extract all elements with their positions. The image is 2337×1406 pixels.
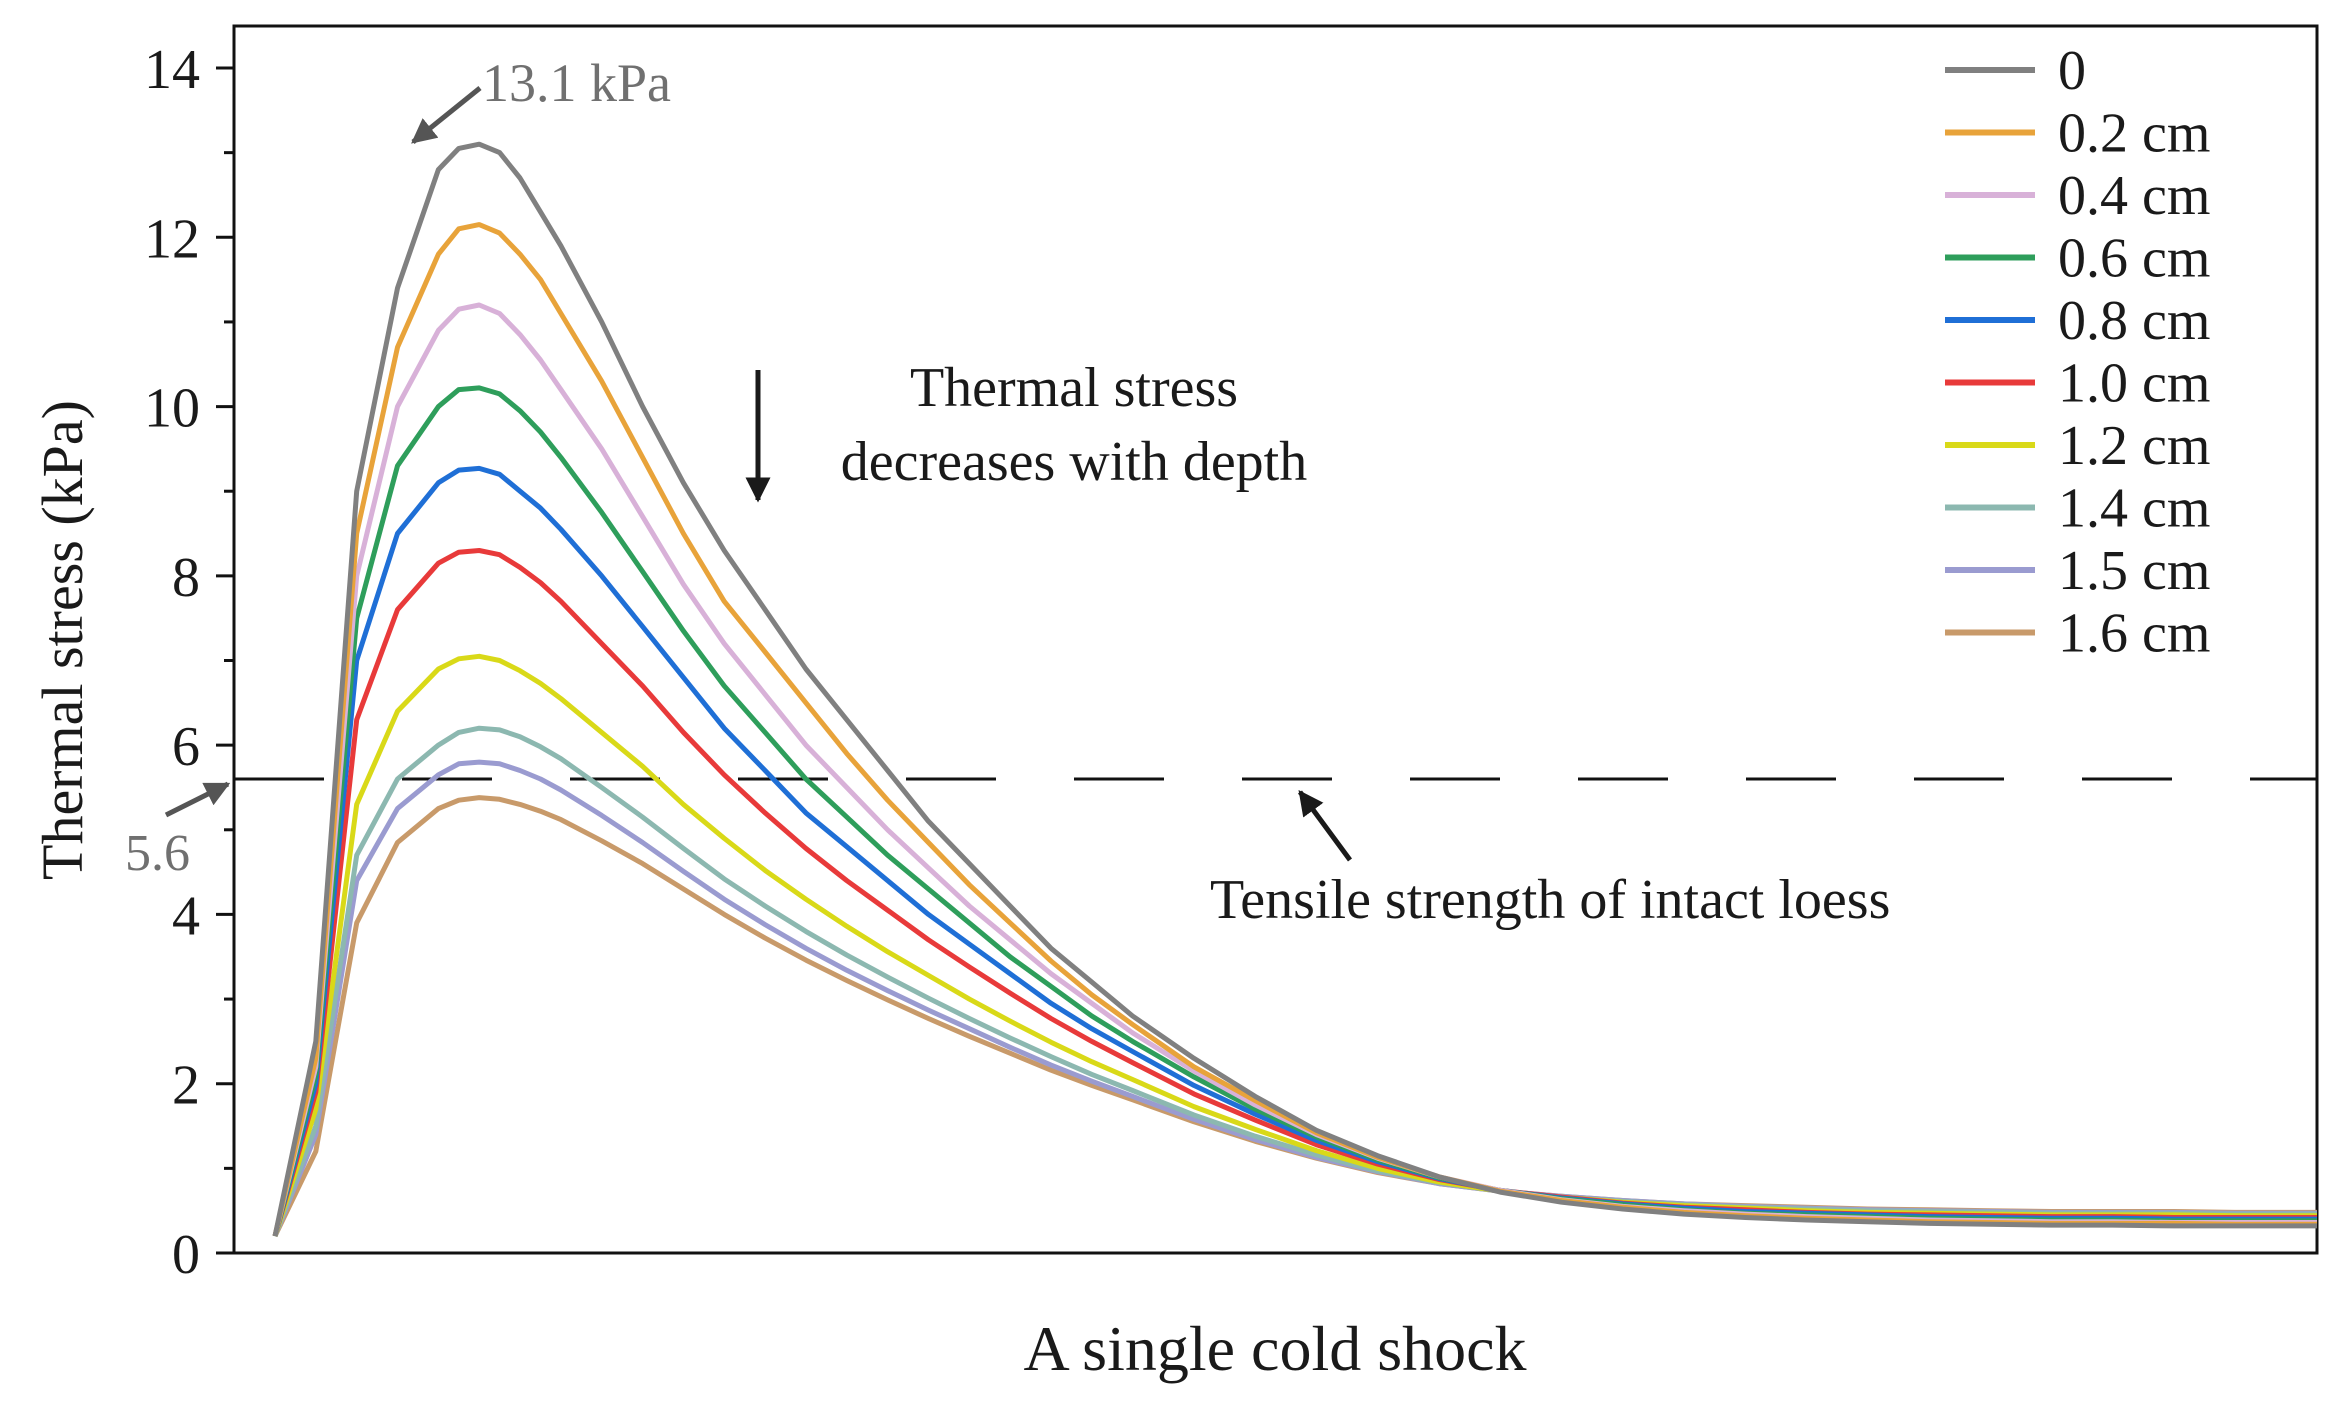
legend-label: 1.0 cm (2058, 353, 2210, 415)
depth-annotation-line-1: Thermal stress (910, 357, 1238, 419)
reference-line-arrow (1297, 789, 1353, 862)
x-axis-label: A single cold shock (1023, 1313, 1526, 1384)
legend-label: 0.8 cm (2058, 290, 2210, 352)
y-tick-label: 14 (144, 39, 200, 101)
legend-label: 1.5 cm (2058, 540, 2210, 602)
legend-label: 0.4 cm (2058, 165, 2210, 227)
depth-annotation-line-2: decreases with depth (841, 431, 1307, 493)
legend-label: 1.4 cm (2058, 478, 2210, 540)
reference-line-label: Tensile strength of intact loess (1210, 869, 1890, 931)
legend-label: 0.2 cm (2058, 103, 2210, 165)
legend: 00.2 cm0.4 cm0.6 cm0.8 cm1.0 cm1.2 cm1.4… (1945, 40, 2210, 665)
legend-label: 1.6 cm (2058, 603, 2210, 665)
peak-annotation-arrow (411, 86, 482, 144)
reference-value-label: 5.6 (125, 825, 190, 882)
series-line-1-5-cm (272, 759, 2317, 1238)
y-tick-label: 0 (172, 1224, 200, 1286)
series-line-1-6-cm (272, 795, 2317, 1238)
reference-value-arrow (164, 781, 231, 818)
y-tick-label: 10 (144, 378, 200, 440)
y-tick-label: 2 (172, 1055, 200, 1117)
series-line-0-6-cm (272, 385, 2317, 1237)
series-line-0 (272, 141, 2317, 1237)
series-line-0-2-cm (272, 222, 2317, 1237)
legend-label: 0 (2058, 40, 2086, 102)
peak-value-annotation: 13.1 kPa (482, 53, 671, 113)
y-axis-label: Thermal stress (kPa) (30, 400, 95, 880)
y-tick-label: 8 (172, 547, 200, 609)
y-tick-label: 6 (172, 716, 200, 778)
plot-frame (232, 24, 2319, 1255)
y-axis-ticks (216, 66, 234, 1255)
legend-label: 0.6 cm (2058, 228, 2210, 290)
legend-label: 1.2 cm (2058, 415, 2210, 477)
y-axis-tick-labels: 0 2 4 6 8 10 12 14 (144, 39, 200, 1286)
y-tick-label: 12 (144, 208, 200, 270)
series-lines (272, 141, 2317, 1238)
y-tick-label: 4 (172, 885, 200, 947)
